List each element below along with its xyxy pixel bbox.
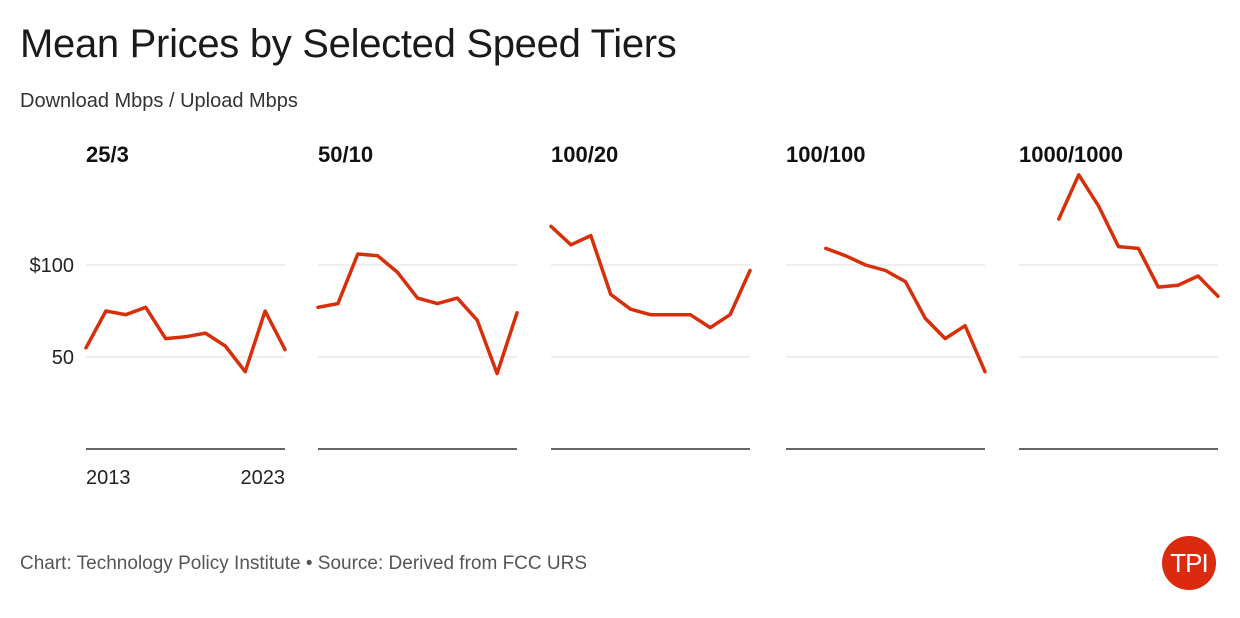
series-line bbox=[549, 224, 752, 330]
source-credit: Chart: Technology Policy Institute • Sou… bbox=[20, 553, 588, 574]
panel-title: 100/20 bbox=[551, 142, 618, 167]
series-line bbox=[316, 252, 519, 376]
y-tick-label: 50 bbox=[52, 347, 74, 369]
chart-subtitle: Download Mbps / Upload Mbps bbox=[20, 90, 298, 112]
series-line bbox=[824, 246, 987, 374]
panel-title: 100/100 bbox=[786, 142, 866, 167]
small-multiples-chart: 50 $100 25/3 2013 2023 50/10 100/20 100/100 1000… bbox=[30, 142, 1220, 489]
panel-title: 25/3 bbox=[86, 142, 129, 167]
tpi-logo: TPI bbox=[1162, 536, 1216, 590]
series-line bbox=[84, 305, 287, 374]
x-tick-label: 2013 bbox=[86, 467, 131, 489]
x-tick-label: 2023 bbox=[241, 467, 286, 489]
panel-title: 1000/1000 bbox=[1019, 142, 1123, 167]
y-tick-label: $100 bbox=[30, 255, 75, 277]
series-line bbox=[1057, 173, 1220, 299]
page-title: Mean Prices by Selected Speed Tiers bbox=[20, 22, 677, 66]
panel-title: 50/10 bbox=[318, 142, 373, 167]
